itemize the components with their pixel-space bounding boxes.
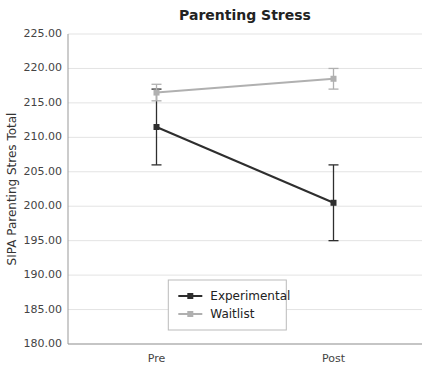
legend-box [168,280,286,330]
marker [331,200,337,206]
error-bar [329,68,339,89]
marker [154,90,160,96]
y-tick-label: 190.00 [24,268,63,281]
legend-label: Experimental [210,289,290,303]
legend-marker [187,311,193,317]
series [152,68,339,100]
error-cap [152,84,162,85]
y-tick-label: 185.00 [24,303,63,316]
y-axis-line [68,34,69,344]
y-axis: 180.00 185.00 190.00 195.00 200.00 205.00 210.… [24,27,423,350]
error-cap [152,164,162,165]
y-axis-label: SIPA Parenting Stres Total [5,113,19,266]
grid-line [68,240,422,241]
y-tick-label: 210.00 [24,130,63,143]
y-tick-label: 180.00 [24,337,63,350]
x-tick-label: Pre [148,352,166,365]
grid-line [68,34,422,35]
error-cap [329,88,339,89]
y-tick-label: 215.00 [24,96,63,109]
error-cap [329,240,339,241]
y-tick-label: 220.00 [24,61,63,74]
grid-line [68,171,422,172]
error-bar [152,89,162,165]
legend-label: Waitlist [210,307,254,321]
x-tick-label: Post [322,352,346,365]
series [152,89,339,241]
error-bar [329,165,339,241]
error-bar [152,84,162,101]
error-cap [329,68,339,69]
y-tick-label: 195.00 [24,234,63,247]
legend-marker [187,293,193,299]
chart: 180.00 185.00 190.00 195.00 200.00 205.00 210.… [0,0,438,376]
grid-line [68,206,422,207]
grid-line [68,137,422,138]
grid-line [68,102,422,103]
marker [154,124,160,130]
grid-line [68,275,422,276]
error-cap [329,164,339,165]
grid-line [68,344,422,345]
plot-area [152,68,339,240]
line [157,127,334,203]
x-axis-line [68,344,422,345]
y-tick-label: 200.00 [24,199,63,212]
title: Parenting Stress [179,7,311,23]
line [157,79,334,93]
grid-line [68,68,422,69]
y-tick-label: 225.00 [24,27,63,40]
error-cap [152,100,162,101]
marker [331,76,337,82]
y-tick-label: 205.00 [24,165,63,178]
legend: Experimental Waitlist [168,280,290,330]
